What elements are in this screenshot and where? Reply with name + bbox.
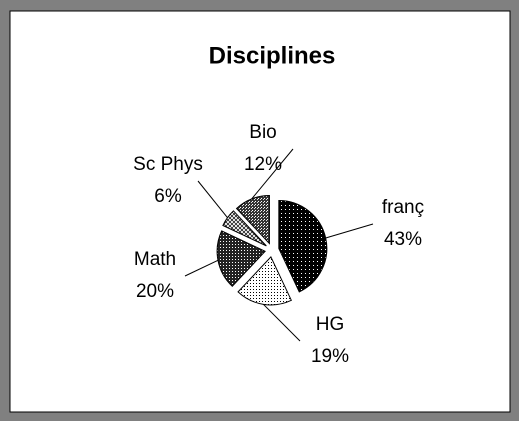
pie-slice xyxy=(235,194,270,245)
leader-line xyxy=(197,180,228,218)
slice-label: Sc Phys xyxy=(133,154,203,175)
slice-value-label: 19% xyxy=(311,346,349,367)
chart-title: Disciplines xyxy=(209,42,336,69)
slice-label: HG xyxy=(316,314,345,335)
slice-value-label: 6% xyxy=(154,186,182,207)
pie-slice xyxy=(237,256,293,306)
slice-value-label: 20% xyxy=(136,281,174,302)
leader-line xyxy=(251,148,294,200)
pie-slice xyxy=(216,230,266,288)
slice-label: Bio xyxy=(249,122,276,143)
leader-line xyxy=(184,259,219,277)
slice-label: Math xyxy=(134,249,176,270)
leader-line xyxy=(263,303,301,342)
slice-label: franç xyxy=(382,197,424,218)
slice-value-label: 43% xyxy=(384,229,422,250)
slice-value-label: 12% xyxy=(244,154,282,175)
pie-slice xyxy=(278,199,328,293)
leader-line xyxy=(325,223,374,239)
